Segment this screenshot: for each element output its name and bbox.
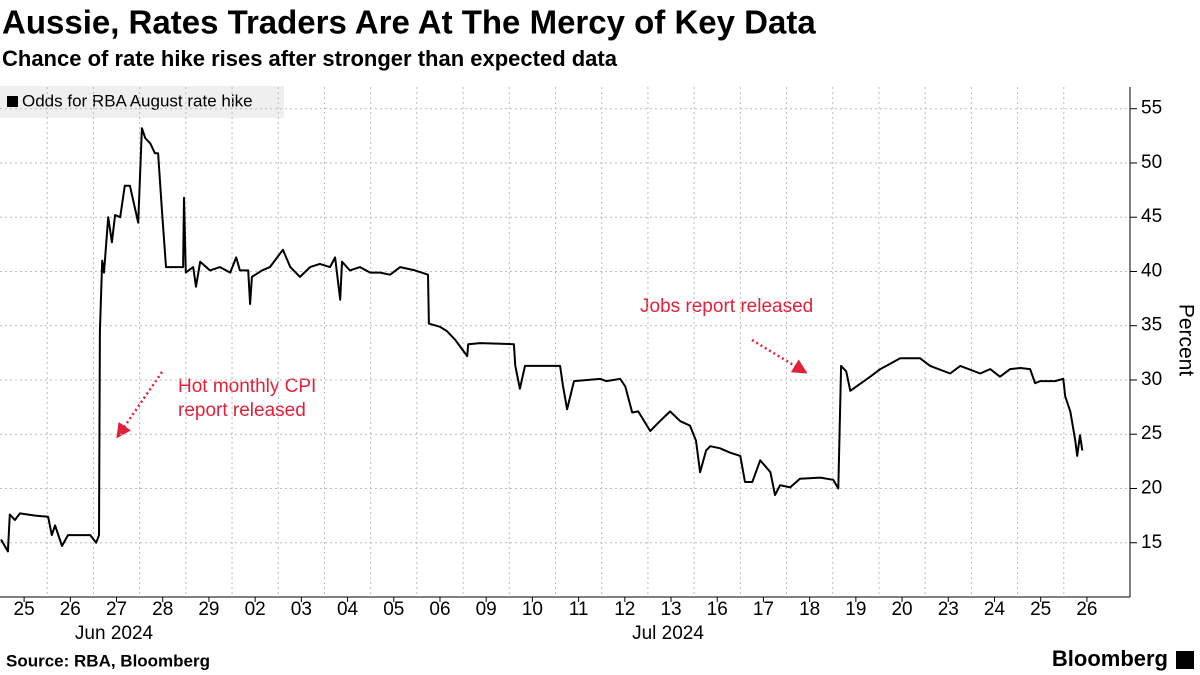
x-tick-label: 23 <box>938 599 959 620</box>
source: Source: RBA, Bloomberg <box>6 651 210 670</box>
x-tick-label: 09 <box>476 599 497 620</box>
x-tick-label: 06 <box>429 599 450 620</box>
brand: Bloomberg <box>1052 646 1168 671</box>
brand-icon <box>1176 651 1194 669</box>
x-tick-label: 02 <box>245 599 266 620</box>
legend-label: Odds for RBA August rate hike <box>22 91 253 110</box>
annotation-arrow <box>751 338 808 374</box>
x-tick-label: 13 <box>660 599 681 620</box>
x-tick-label: 10 <box>522 599 543 620</box>
x-tick-label: 05 <box>383 599 404 620</box>
x-tick-label: 11 <box>569 599 589 620</box>
y-tick-label: 50 <box>1141 152 1162 173</box>
y-tick-label: 20 <box>1141 478 1162 499</box>
x-tick-label: 29 <box>198 599 219 620</box>
chart-subtitle: Chance of rate hike rises after stronger… <box>2 46 618 71</box>
x-tick-label: 27 <box>106 599 127 620</box>
y-axis-label: Percent <box>1174 304 1197 377</box>
annotation: Hot monthly CPI <box>178 376 316 397</box>
y-tick-label: 15 <box>1141 532 1162 553</box>
x-tick-label: 12 <box>614 599 635 620</box>
x-tick-label: 03 <box>291 599 312 620</box>
x-tick-label: 19 <box>845 599 866 620</box>
x-tick-label: 18 <box>799 599 820 620</box>
legend-swatch <box>7 96 18 107</box>
data-line <box>0 127 1084 553</box>
y-tick-label: 30 <box>1141 369 1162 390</box>
annotation: report released <box>178 400 306 421</box>
y-tick-label: 25 <box>1141 423 1162 444</box>
annotation: Jobs report released <box>640 296 813 317</box>
chart-title: Aussie, Rates Traders Are At The Mercy o… <box>2 4 816 41</box>
x-tick-label: 28 <box>152 599 173 620</box>
x-tick-label: 16 <box>707 599 728 620</box>
x-tick-label: 26 <box>1076 599 1097 620</box>
month-label: Jun 2024 <box>75 623 154 644</box>
x-tick-label: 20 <box>891 599 912 620</box>
x-tick-label: 25 <box>1030 599 1051 620</box>
x-tick-label: 26 <box>60 599 81 620</box>
x-tick-label: 04 <box>337 599 359 620</box>
y-tick-label: 40 <box>1141 260 1162 281</box>
month-label: Jul 2024 <box>632 623 704 644</box>
x-tick-label: 25 <box>14 599 35 620</box>
y-tick-label: 55 <box>1141 98 1162 119</box>
x-tick-label: 24 <box>984 599 1006 620</box>
y-tick-label: 35 <box>1141 315 1162 336</box>
x-tick-label: 17 <box>753 599 774 620</box>
y-tick-label: 45 <box>1141 206 1162 227</box>
